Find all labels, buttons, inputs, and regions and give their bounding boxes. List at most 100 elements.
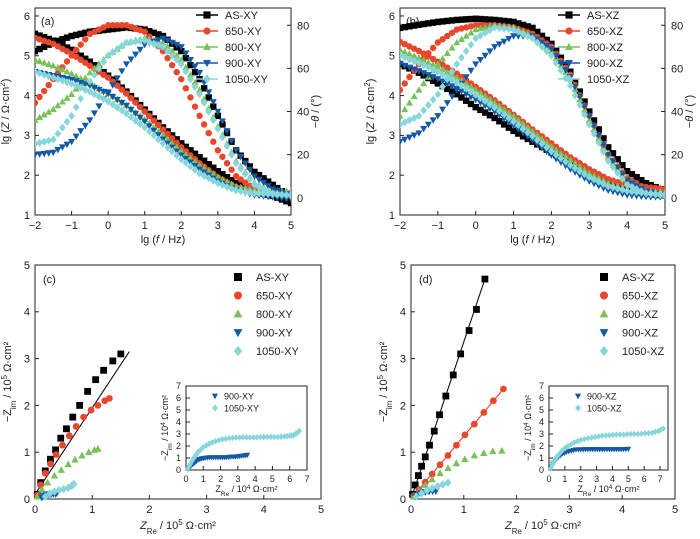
inset-data-point: [642, 430, 648, 437]
phase-point: [652, 190, 659, 199]
phase-point: [400, 86, 404, 94]
modulus-point: [410, 66, 418, 73]
y-tick-label: 4: [24, 307, 30, 319]
data-point: [59, 441, 66, 449]
phase-point: [228, 137, 236, 145]
modulus-point: [415, 58, 423, 67]
y2-tick-label: 20: [297, 150, 309, 162]
x-tick-label: 1: [562, 474, 567, 484]
modulus-point: [168, 139, 176, 147]
data-point: [428, 470, 436, 478]
modulus-point: [543, 148, 551, 156]
modulus-point: [467, 15, 475, 23]
phase-point: [457, 35, 466, 42]
data-point: [117, 350, 125, 358]
data-point: [423, 486, 431, 495]
legend: AS-XZ 650-XZ 800-XZ 900-XZ 1050-XZ: [558, 10, 629, 86]
modulus-point: [420, 70, 428, 77]
phase-point: [415, 111, 423, 120]
phase-point: [68, 90, 76, 97]
phase-point: [533, 38, 541, 47]
modulus-point: [514, 126, 522, 133]
modulus-point: [146, 112, 153, 120]
phase-point: [467, 67, 475, 75]
phase-point: [510, 33, 518, 40]
phase-point: [210, 103, 217, 110]
phase-point: [54, 37, 62, 45]
legend-marker: [599, 329, 609, 338]
modulus-point: [173, 136, 180, 143]
modulus-point: [118, 106, 126, 115]
phase-point: [237, 154, 245, 161]
modulus-point: [173, 143, 181, 151]
phase-point: [448, 88, 456, 95]
phase-point: [145, 37, 153, 46]
inset-data-point: [243, 434, 250, 441]
modulus-point: [510, 18, 517, 26]
legend-label: 800-XY: [256, 309, 293, 321]
data-point: [100, 366, 108, 374]
legend-label: 1050-XY: [256, 346, 299, 358]
phase-point: [191, 103, 199, 110]
phase-point: [141, 41, 149, 49]
modulus-point: [439, 18, 446, 25]
phase-point: [576, 101, 584, 110]
data-point: [38, 485, 46, 493]
x-tick-label: 2: [514, 504, 520, 516]
phase-point: [415, 130, 423, 137]
modulus-point: [443, 80, 451, 88]
inset-data-point: [226, 434, 232, 442]
phase-point: [585, 120, 593, 129]
modulus-point: [581, 170, 588, 179]
modulus-point: [467, 87, 475, 96]
modulus-point: [481, 16, 489, 23]
phase-point: [63, 94, 71, 101]
phase-point: [86, 117, 94, 124]
phase-point: [77, 30, 84, 38]
modulus-point: [633, 173, 640, 181]
phase-point: [118, 68, 126, 75]
modulus-point: [118, 86, 126, 93]
legend-marker: [600, 273, 608, 281]
y-tick-label: 7: [176, 381, 181, 391]
phase-point: [269, 189, 277, 198]
legend-label: 650-XY: [256, 291, 293, 303]
modulus-point: [510, 117, 517, 126]
inset-data-point: [236, 434, 243, 441]
modulus-point: [619, 185, 626, 194]
phase-point: [481, 109, 489, 116]
x-tick-label: 4: [251, 220, 257, 232]
modulus-point: [159, 131, 167, 139]
inset-legend-label: 900-XY: [224, 392, 254, 402]
phase-point: [104, 26, 112, 33]
modulus-point: [486, 16, 494, 23]
inset-data-point: [631, 430, 638, 438]
phase-point: [237, 176, 244, 183]
modulus-point: [209, 176, 217, 185]
inset-data-point: [281, 433, 288, 440]
y-axis-title: −Zim / 105 Ω·cm²: [376, 341, 394, 422]
y2-tick-label: 40: [671, 107, 683, 119]
modulus-point: [136, 114, 144, 122]
phase-point: [434, 60, 442, 67]
phase-point: [36, 138, 43, 147]
phase-point: [86, 69, 94, 76]
modulus-point: [623, 192, 631, 199]
y-tick-label: 3: [389, 130, 395, 142]
modulus-point: [458, 16, 465, 23]
inset-legend-marker: [211, 393, 219, 400]
modulus-point: [529, 132, 536, 141]
modulus-point: [49, 62, 57, 69]
phase-point: [264, 178, 272, 185]
fit-line: [410, 278, 486, 500]
inset-data-point: [193, 451, 199, 459]
inset-data-point: [264, 433, 270, 441]
modulus-point: [538, 145, 546, 152]
modulus-point: [109, 100, 117, 109]
phase-point: [196, 69, 204, 77]
phase-point: [552, 53, 560, 60]
phase-point: [510, 127, 517, 135]
modulus-point: [127, 94, 135, 102]
data-point: [436, 469, 444, 477]
phase-point: [54, 147, 62, 154]
